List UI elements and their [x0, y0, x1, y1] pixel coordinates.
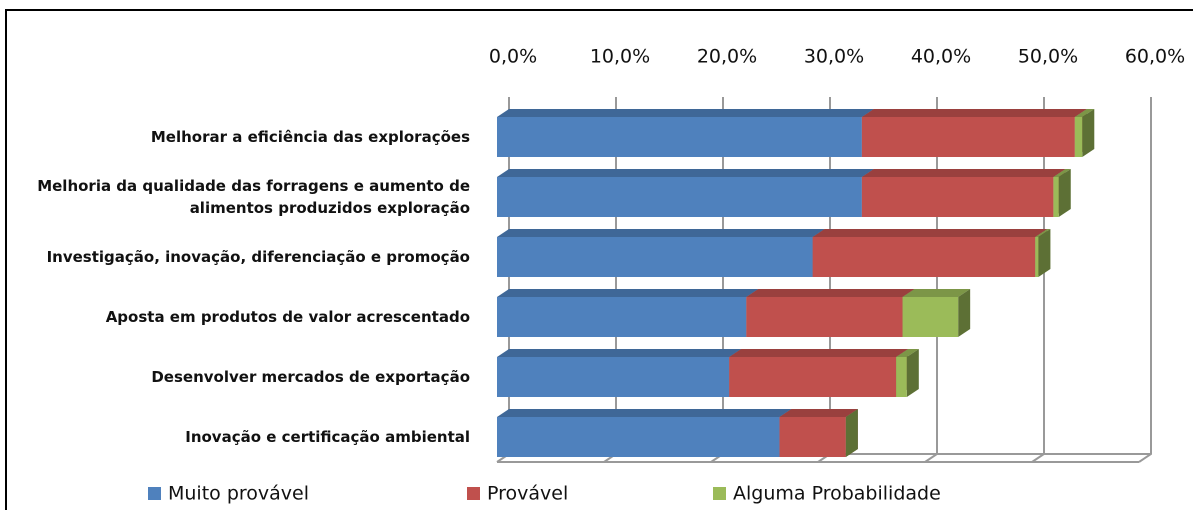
bar-segment [845, 409, 858, 457]
legend-label: Alguma Probabilidade [733, 483, 941, 505]
bar-front [779, 417, 846, 457]
bar-front [497, 237, 813, 277]
bar-segment [497, 409, 792, 457]
bar-top [729, 349, 909, 357]
y-tick-label: Aposta em produtos de valor acrescentado [105, 308, 470, 326]
bar-front [902, 297, 959, 337]
bar-segment [497, 229, 825, 277]
bar-segment [746, 289, 915, 337]
bar-segment [861, 169, 1066, 217]
x-tick-label: 10,0% [590, 46, 650, 68]
bar-top [902, 289, 971, 297]
bar-front [896, 357, 907, 397]
bar-side [1038, 229, 1051, 277]
bar-side [1082, 109, 1095, 157]
bar-top [812, 229, 1048, 237]
legend-label: Provável [487, 483, 568, 505]
x-tick-label: 20,0% [697, 46, 757, 68]
bar-top [497, 109, 874, 117]
bar-front [1035, 237, 1039, 277]
bar-front [1074, 117, 1083, 157]
bar-front [1053, 177, 1059, 217]
x-tick-label: 0,0% [489, 46, 537, 68]
grid-line [1138, 97, 1152, 463]
bar-top [896, 349, 919, 357]
bar-top [497, 349, 742, 357]
bar-front [746, 297, 903, 337]
bar-segment [729, 349, 909, 397]
legend-label: Muito provável [168, 483, 309, 505]
y-tick-label: Investigação, inovação, diferenciação e … [46, 248, 470, 266]
bar-top [497, 289, 759, 297]
bar-top [497, 169, 874, 177]
bar-segment [1035, 229, 1051, 277]
bar-front [497, 177, 862, 217]
bar-top [1053, 169, 1071, 177]
bar-front [497, 417, 780, 457]
bar-top [497, 229, 825, 237]
bar-segment [497, 289, 759, 337]
bar-segment [1074, 109, 1095, 157]
x-tick-label: 60,0% [1125, 46, 1185, 68]
x-tick-label: 50,0% [1018, 46, 1078, 68]
x-tick-label: 40,0% [911, 46, 971, 68]
bar-front [729, 357, 897, 397]
y-tick-label: Melhorar a eficiência das explorações [150, 128, 470, 146]
bar-segment [1053, 169, 1071, 217]
bar-front [497, 357, 730, 397]
y-tick-label: Desenvolver mercados de exportação [151, 368, 470, 386]
bar-side [1058, 169, 1071, 217]
bar-segment [902, 289, 971, 337]
bar-front [497, 297, 747, 337]
bar-front [861, 117, 1075, 157]
bar-top [1074, 109, 1095, 117]
bar-front [861, 177, 1054, 217]
x-tick-label: 30,0% [804, 46, 864, 68]
bar-front [497, 117, 862, 157]
bar-side [958, 289, 971, 337]
bar-segment [497, 169, 874, 217]
bar-front [812, 237, 1036, 277]
bar-segment [497, 109, 874, 157]
bar-top [497, 409, 792, 417]
bar-side [906, 349, 919, 397]
legend-swatch [148, 487, 161, 500]
bar-segment [861, 109, 1087, 157]
bar-top [779, 409, 858, 417]
bar-segment [812, 229, 1048, 277]
frame-border [5, 9, 1193, 510]
bar-top [1035, 229, 1051, 237]
legend-swatch [713, 487, 726, 500]
bar-top [746, 289, 915, 297]
bar-side [845, 409, 858, 457]
bar-top [861, 109, 1087, 117]
legend-swatch [467, 487, 480, 500]
y-tick-label: Melhoria da qualidade das forragens e au… [37, 177, 470, 217]
bar-top [861, 169, 1066, 177]
bar-segment [896, 349, 919, 397]
y-tick-label: Inovação e certificação ambiental [185, 428, 470, 446]
bar-segment [497, 349, 742, 397]
